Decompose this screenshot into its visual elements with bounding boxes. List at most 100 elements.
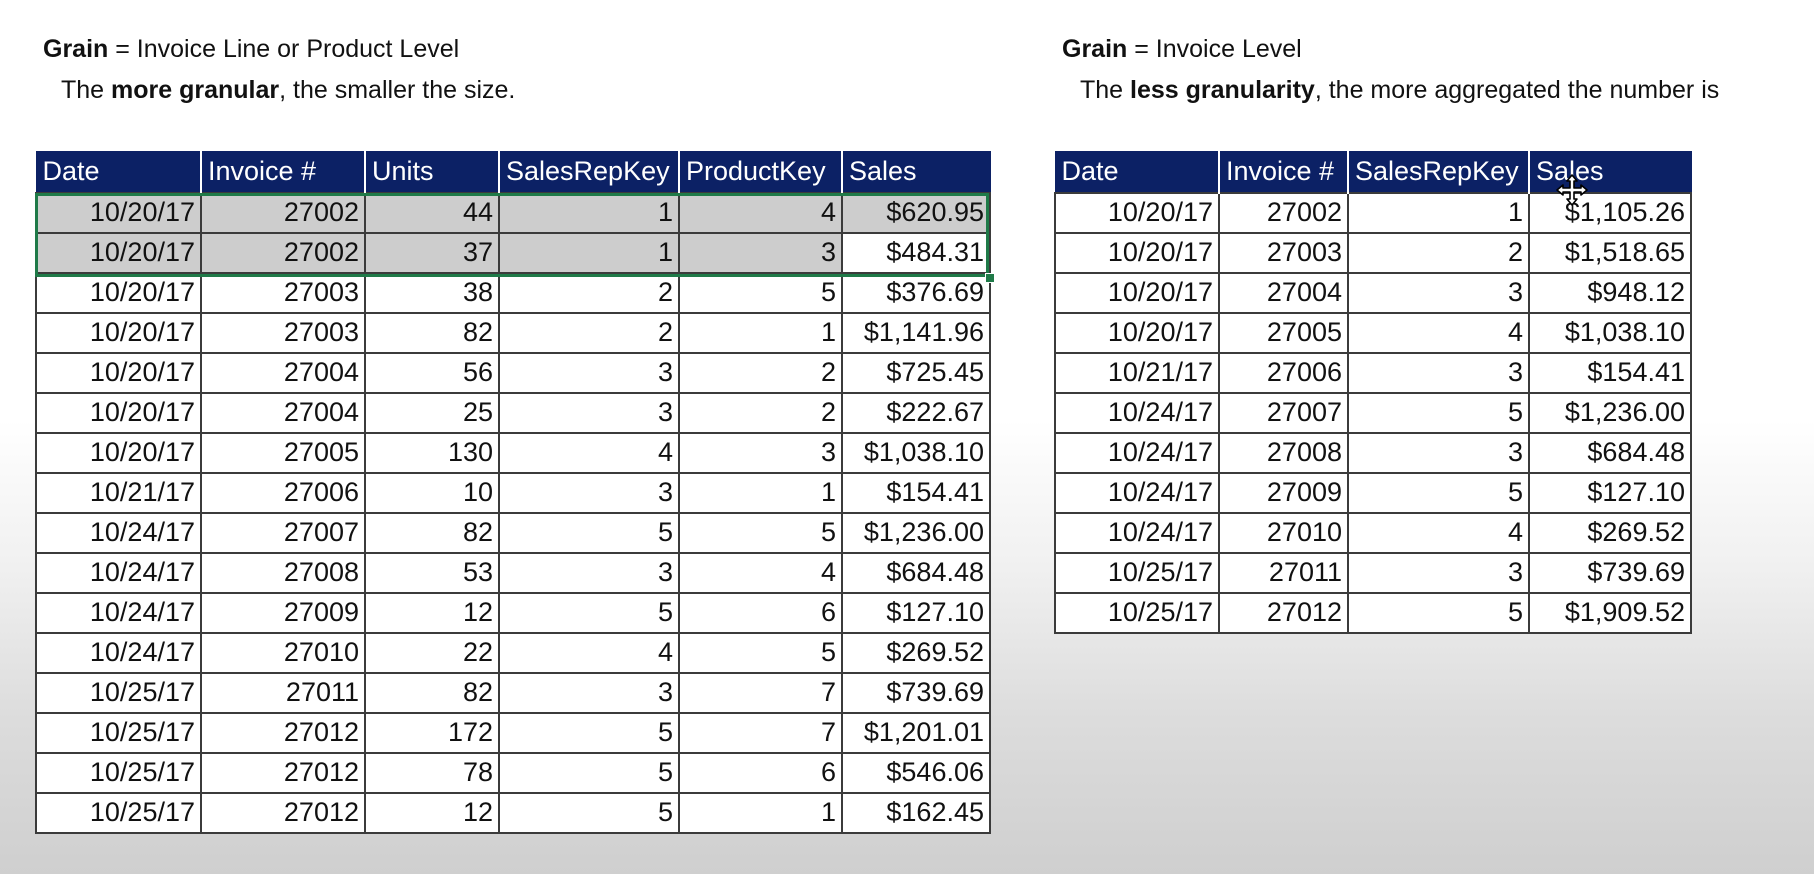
cell-date[interactable]: 10/24/17 [35, 511, 202, 554]
cell-invoice[interactable]: 27002 [1218, 191, 1349, 234]
cell-invoice[interactable]: 27005 [1218, 311, 1349, 354]
cell-sales[interactable]: $376.69 [841, 271, 991, 314]
column-header-sales[interactable]: Sales [1528, 151, 1692, 193]
cell-invoice[interactable]: 27003 [1218, 231, 1349, 274]
cell-invoice[interactable]: 27006 [200, 471, 366, 514]
cell-date[interactable]: 10/24/17 [1054, 471, 1220, 514]
cell-salesrepkey[interactable]: 3 [498, 551, 680, 594]
cell-invoice[interactable]: 27007 [200, 511, 366, 554]
column-header-invoice[interactable]: Invoice # [200, 151, 366, 193]
cell-units[interactable]: 53 [364, 551, 500, 594]
cell-salesrepkey[interactable]: 1 [498, 191, 680, 234]
cell-units[interactable]: 37 [364, 231, 500, 274]
cell-sales[interactable]: $725.45 [841, 351, 991, 394]
cell-invoice[interactable]: 27002 [200, 231, 366, 274]
cell-sales[interactable]: $684.48 [1528, 431, 1692, 474]
cell-salesrepkey[interactable]: 3 [1347, 271, 1530, 314]
cell-date[interactable]: 10/25/17 [35, 671, 202, 714]
column-header-sales[interactable]: Sales [841, 151, 991, 193]
cell-sales[interactable]: $222.67 [841, 391, 991, 434]
cell-salesrepkey[interactable]: 4 [498, 431, 680, 474]
cell-salesrepkey[interactable]: 3 [1347, 351, 1530, 394]
cell-date[interactable]: 10/20/17 [1054, 271, 1220, 314]
cell-units[interactable]: 12 [364, 591, 500, 634]
cell-salesrepkey[interactable]: 2 [498, 271, 680, 314]
cell-invoice[interactable]: 27009 [1218, 471, 1349, 514]
cell-invoice[interactable]: 27004 [200, 391, 366, 434]
cell-salesrepkey[interactable]: 5 [498, 711, 680, 754]
cell-salesrepkey[interactable]: 3 [498, 351, 680, 394]
cell-salesrepkey[interactable]: 5 [498, 511, 680, 554]
cell-date[interactable]: 10/25/17 [1054, 551, 1220, 594]
cell-date[interactable]: 10/21/17 [35, 471, 202, 514]
cell-productkey[interactable]: 1 [678, 471, 843, 514]
cell-salesrepkey[interactable]: 5 [498, 591, 680, 634]
cell-salesrepkey[interactable]: 4 [498, 631, 680, 674]
cell-sales[interactable]: $1,518.65 [1528, 231, 1692, 274]
cell-sales[interactable]: $1,909.52 [1528, 591, 1692, 634]
cell-productkey[interactable]: 3 [678, 431, 843, 474]
cell-invoice[interactable]: 27003 [200, 311, 366, 354]
cell-units[interactable]: 78 [364, 751, 500, 794]
column-header-invoice[interactable]: Invoice # [1218, 151, 1349, 193]
cell-units[interactable]: 82 [364, 511, 500, 554]
cell-salesrepkey[interactable]: 3 [1347, 431, 1530, 474]
column-header-salesrepkey[interactable]: SalesRepKey [498, 151, 680, 193]
cell-salesrepkey[interactable]: 5 [498, 751, 680, 794]
cell-productkey[interactable]: 7 [678, 711, 843, 754]
cell-salesrepkey[interactable]: 3 [498, 471, 680, 514]
cell-date[interactable]: 10/25/17 [1054, 591, 1220, 634]
cell-salesrepkey[interactable]: 1 [1347, 191, 1530, 234]
cell-date[interactable]: 10/25/17 [35, 711, 202, 754]
cell-invoice[interactable]: 27004 [1218, 271, 1349, 314]
cell-date[interactable]: 10/20/17 [35, 231, 202, 274]
cell-sales[interactable]: $948.12 [1528, 271, 1692, 314]
cell-salesrepkey[interactable]: 1 [498, 231, 680, 274]
cell-sales[interactable]: $1,236.00 [1528, 391, 1692, 434]
cell-invoice[interactable]: 27011 [1218, 551, 1349, 594]
cell-sales[interactable]: $739.69 [841, 671, 991, 714]
cell-invoice[interactable]: 27008 [1218, 431, 1349, 474]
cell-salesrepkey[interactable]: 4 [1347, 311, 1530, 354]
cell-salesrepkey[interactable]: 2 [1347, 231, 1530, 274]
cell-invoice[interactable]: 27012 [200, 711, 366, 754]
cell-productkey[interactable]: 5 [678, 271, 843, 314]
cell-salesrepkey[interactable]: 4 [1347, 511, 1530, 554]
cell-salesrepkey[interactable]: 3 [498, 391, 680, 434]
cell-date[interactable]: 10/20/17 [1054, 311, 1220, 354]
cell-productkey[interactable]: 3 [678, 231, 843, 274]
cell-sales[interactable]: $620.95 [841, 191, 991, 234]
cell-invoice[interactable]: 27007 [1218, 391, 1349, 434]
cell-date[interactable]: 10/20/17 [35, 271, 202, 314]
cell-date[interactable]: 10/20/17 [35, 431, 202, 474]
cell-units[interactable]: 130 [364, 431, 500, 474]
cell-sales[interactable]: $1,038.10 [841, 431, 991, 474]
cell-units[interactable]: 56 [364, 351, 500, 394]
cell-date[interactable]: 10/20/17 [1054, 191, 1220, 234]
cell-units[interactable]: 10 [364, 471, 500, 514]
cell-sales[interactable]: $684.48 [841, 551, 991, 594]
cell-salesrepkey[interactable]: 5 [498, 791, 680, 834]
cell-invoice[interactable]: 27011 [200, 671, 366, 714]
cell-units[interactable]: 44 [364, 191, 500, 234]
cell-salesrepkey[interactable]: 5 [1347, 471, 1530, 514]
cell-sales[interactable]: $127.10 [841, 591, 991, 634]
cell-sales[interactable]: $1,038.10 [1528, 311, 1692, 354]
cell-sales[interactable]: $546.06 [841, 751, 991, 794]
column-header-date[interactable]: Date [1054, 151, 1220, 193]
cell-date[interactable]: 10/24/17 [1054, 511, 1220, 554]
cell-invoice[interactable]: 27004 [200, 351, 366, 394]
cell-date[interactable]: 10/25/17 [35, 751, 202, 794]
cell-invoice[interactable]: 27002 [200, 191, 366, 234]
cell-salesrepkey[interactable]: 5 [1347, 591, 1530, 634]
cell-sales[interactable]: $1,236.00 [841, 511, 991, 554]
cell-productkey[interactable]: 1 [678, 311, 843, 354]
cell-sales[interactable]: $154.41 [841, 471, 991, 514]
column-header-units[interactable]: Units [364, 151, 500, 193]
cell-productkey[interactable]: 5 [678, 631, 843, 674]
cell-productkey[interactable]: 5 [678, 511, 843, 554]
cell-date[interactable]: 10/20/17 [35, 191, 202, 234]
cell-productkey[interactable]: 2 [678, 391, 843, 434]
cell-units[interactable]: 172 [364, 711, 500, 754]
cell-sales[interactable]: $269.52 [1528, 511, 1692, 554]
